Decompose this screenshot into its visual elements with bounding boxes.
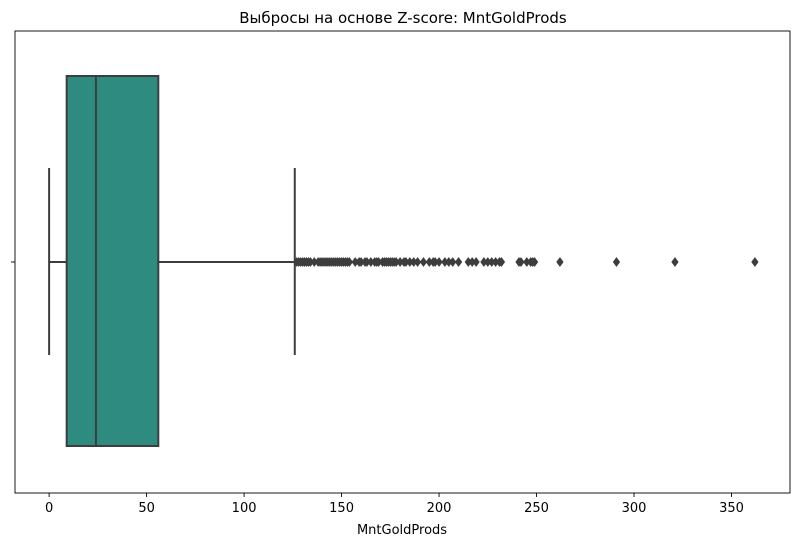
outlier-point	[419, 256, 428, 268]
x-tick-label: 150	[329, 501, 354, 516]
x-axis-label: MntGoldProds	[357, 523, 447, 538]
x-tick-label: 100	[232, 501, 257, 516]
outlier-point	[435, 256, 443, 268]
outlier-point	[517, 256, 525, 268]
outlier-point	[671, 256, 679, 268]
x-tick-label: 0	[45, 501, 53, 516]
outlier-point	[448, 256, 457, 268]
outlier-point	[345, 256, 354, 268]
box-plot	[48, 75, 296, 447]
chart-title: Выбросы на основе Z-score: MntGoldProds	[239, 9, 567, 27]
outlier-point	[556, 256, 564, 268]
outlier-point	[612, 256, 621, 268]
x-axis: 0 50 100 150 200 250 300 350	[45, 493, 744, 516]
outlier-points	[293, 256, 759, 268]
iqr-box	[65, 75, 160, 447]
outlier-point	[472, 256, 480, 268]
outlier-point	[530, 256, 539, 268]
outlier-point	[413, 256, 422, 268]
outlier-point	[751, 256, 759, 268]
x-tick-label: 200	[427, 501, 452, 516]
x-tick-label: 50	[138, 501, 155, 516]
x-tick-label: 350	[719, 501, 744, 516]
x-tick-label: 300	[622, 501, 647, 516]
outlier-point	[454, 256, 463, 268]
outlier-point	[497, 256, 506, 268]
x-tick-label: 250	[524, 501, 549, 516]
